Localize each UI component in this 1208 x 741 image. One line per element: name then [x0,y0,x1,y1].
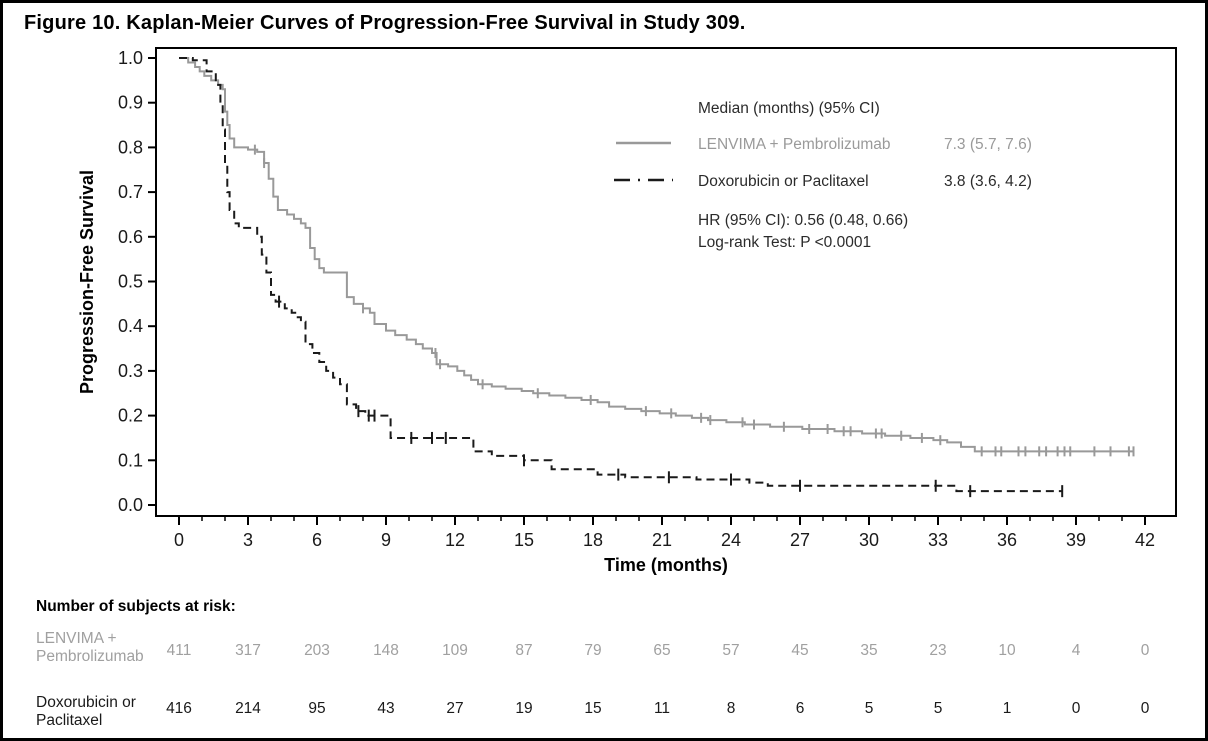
x-tick-label: 30 [859,530,879,550]
x-tick-label: 6 [312,530,322,550]
risk-count: 5 [934,700,943,717]
legend-header: Median (months) (95% CI) [698,100,880,117]
y-tick-label: 0.7 [118,182,143,202]
y-tick-label: 1.0 [118,48,143,68]
y-tick-label: 0.4 [118,316,143,336]
y-axis-title: Progression-Free Survival [77,170,97,394]
x-tick-label: 21 [652,530,672,550]
risk-count: 416 [166,700,192,717]
y-tick-label: 0.8 [118,137,143,157]
risk-table-header: Number of subjects at risk: [36,598,236,615]
annotation-hazard-ratio: HR (95% CI): 0.56 (0.48, 0.66) [698,212,908,229]
risk-count: 411 [167,642,192,659]
risk-row-label-lenvima-2: Pembrolizumab [36,648,144,665]
risk-count: 0 [1141,642,1150,659]
risk-count: 0 [1141,700,1150,717]
risk-count: 6 [796,700,805,717]
y-tick-label: 0.5 [118,272,143,292]
km-chart: 0 3 6 9 12 15 18 21 24 27 30 33 36 39 420.00.10.20.30.… [36,47,1177,729]
x-tick-label: 36 [997,530,1017,550]
km-curve-doxorubicin [179,57,1063,493]
risk-count: 95 [308,700,325,717]
risk-count: 148 [373,642,399,659]
x-tick-label: 0 [174,530,184,550]
risk-count: 109 [442,642,468,659]
risk-count: 43 [377,700,394,717]
y-tick-label: 0.2 [118,406,143,426]
risk-count: 27 [446,700,463,717]
y-tick-label: 0.3 [118,361,143,381]
risk-count: 57 [722,642,739,659]
y-tick-label: 0.1 [118,450,143,470]
risk-row-label-lenvima-1: LENVIMA + [36,630,117,647]
x-tick-label: 3 [243,530,253,550]
risk-count: 15 [584,700,601,717]
risk-count: 10 [998,642,1016,659]
y-tick-label: 0.6 [118,227,143,247]
x-tick-label: 18 [583,530,603,550]
risk-count: 8 [727,700,736,717]
km-curve-lenvima [179,57,1134,453]
risk-count: 23 [929,642,946,659]
risk-count: 4 [1072,642,1081,659]
y-tick-label: 0.0 [118,495,143,515]
plot-frame [155,47,1177,517]
risk-count: 0 [1072,700,1081,717]
x-tick-label: 33 [928,530,948,550]
x-tick-label: 42 [1135,530,1155,550]
risk-count: 11 [654,700,670,717]
x-axis-title: Time (months) [604,555,728,575]
risk-row-label-doxorubicin-1: Doxorubicin or [36,694,136,711]
risk-count: 214 [235,700,261,717]
risk-count: 87 [515,642,532,659]
x-tick-label: 39 [1066,530,1086,550]
legend: Median (months) (95% CI) LENVIMA + Pembr… [614,100,1032,251]
curves-layer [179,57,1135,498]
legend-median-lenvima: 7.3 (5.7, 7.6) [944,136,1032,153]
x-tick-label: 12 [445,530,465,550]
annotation-logrank: Log-rank Test: P <0.0001 [698,234,871,251]
legend-label-doxorubicin: Doxorubicin or Paclitaxel [698,173,869,190]
risk-count: 1 [1003,700,1012,717]
risk-count: 5 [865,700,874,717]
risk-count: 79 [584,642,601,659]
x-tick-label: 9 [381,530,391,550]
x-tick-label: 24 [721,530,741,550]
risk-count: 45 [791,642,808,659]
x-tick-label: 15 [514,530,534,550]
axes-layer: 0 3 6 9 12 15 18 21 24 27 30 33 36 39 420.00.10.20.30.… [118,48,1155,550]
risk-count: 19 [515,700,532,717]
figure-title: Figure 10. Kaplan-Meier Curves of Progre… [24,12,746,34]
legend-label-lenvima: LENVIMA + Pembrolizumab [698,136,891,153]
risk-count: 317 [235,642,261,659]
risk-count: 35 [860,642,877,659]
risk-row-label-doxorubicin-2: Paclitaxel [36,712,102,729]
x-tick-label: 27 [790,530,810,550]
legend-median-doxorubicin: 3.8 (3.6, 4.2) [944,173,1032,190]
y-tick-label: 0.9 [118,93,143,113]
risk-count: 65 [653,642,670,659]
risk-table: Number of subjects at risk: LENVIMA + Pe… [36,598,236,729]
risk-count: 203 [304,642,330,659]
